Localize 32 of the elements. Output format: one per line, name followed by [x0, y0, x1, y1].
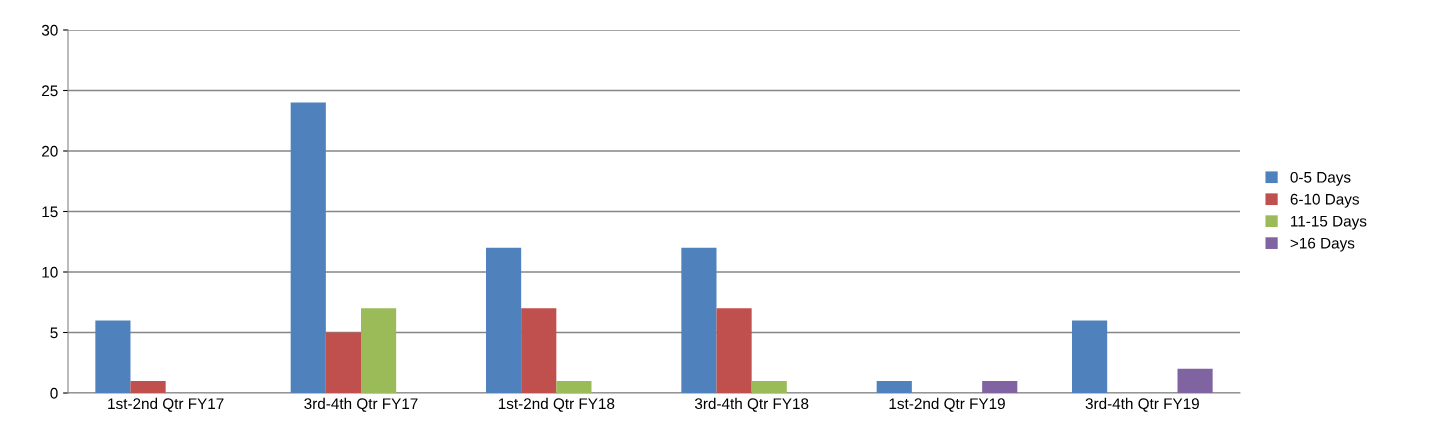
- bar: [325, 332, 361, 393]
- x-tick-label: 3rd-4th Qtr FY19: [1085, 397, 1199, 412]
- y-tick-label: 20: [42, 145, 58, 157]
- bar: [876, 380, 912, 393]
- y-tick-label: 5: [50, 327, 58, 339]
- bar: [556, 380, 592, 393]
- bar: [95, 320, 131, 393]
- bar: [130, 380, 166, 393]
- bar: [681, 247, 717, 393]
- y-tick-label: 15: [42, 206, 58, 218]
- bar: [486, 247, 522, 393]
- bar: [361, 308, 397, 393]
- x-tick-label: 1st-2nd Qtr FY18: [498, 397, 615, 412]
- bar: [982, 380, 1018, 393]
- bar: [751, 380, 787, 393]
- bar: [1177, 368, 1213, 393]
- bar: [716, 308, 752, 393]
- legend-label: >16 Days: [1290, 237, 1355, 252]
- legend-label: 11-15 Days: [1291, 215, 1367, 230]
- y-tick-label: 30: [41, 24, 58, 36]
- x-tick-label: 1st-2nd Qtr FY17: [108, 397, 224, 412]
- x-tick-label: 3rd-4th Qtr FY17: [304, 397, 418, 412]
- y-tick-label: 25: [42, 85, 58, 97]
- legend-label: 0-5 Days: [1290, 171, 1351, 186]
- y-tick-label: 0: [50, 387, 58, 399]
- bar: [1072, 320, 1108, 393]
- bar: [521, 308, 557, 393]
- y-tick-label: 10: [42, 266, 58, 278]
- x-tick-label: 3rd-4th Qtr FY18: [694, 397, 809, 412]
- bar: [290, 102, 326, 393]
- x-tick-label: 1st-2nd Qtr FY19: [889, 397, 1005, 412]
- legend-label: 6-10 Days: [1290, 193, 1359, 208]
